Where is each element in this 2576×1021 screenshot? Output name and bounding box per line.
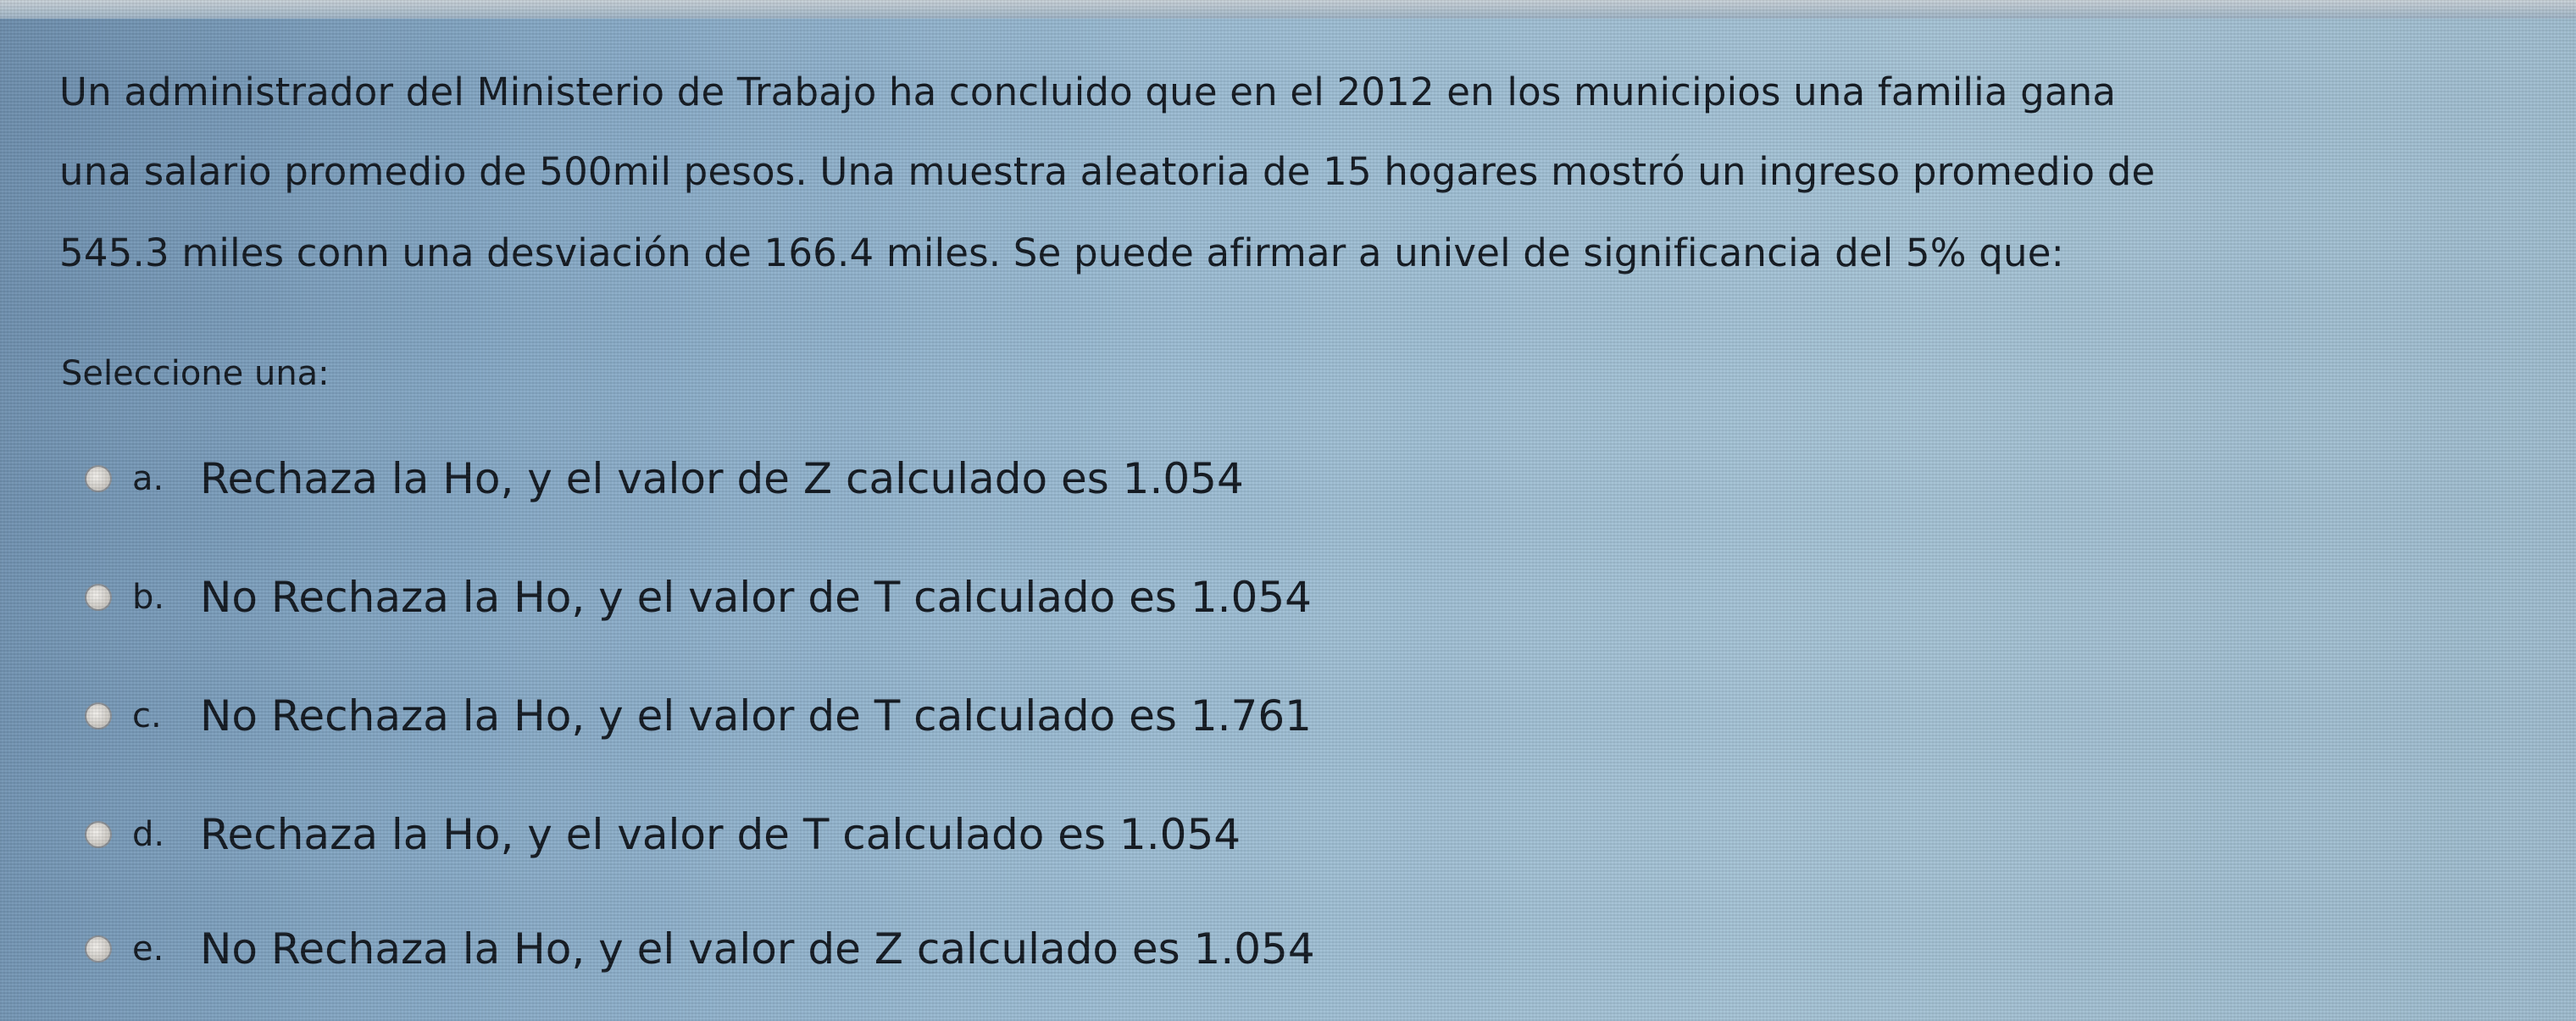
option-text[interactable]: Rechaza la Ho, y el valor de Z calculado… (200, 454, 1244, 503)
radio-button[interactable] (85, 465, 112, 492)
radio-button[interactable] (85, 584, 112, 611)
screen-top-edge (0, 0, 2576, 19)
option-text[interactable]: No Rechaza la Ho, y el valor de T calcul… (200, 691, 1312, 741)
question-line: Un administrador del Ministerio de Traba… (59, 69, 2117, 114)
option-letter: d. (132, 815, 165, 854)
radio-button[interactable] (85, 702, 112, 730)
option-b[interactable]: b. No Rechaza la Ho, y el valor de T cal… (85, 572, 1312, 623)
select-one-prompt: Seleccione una: (61, 354, 330, 393)
option-text[interactable]: No Rechaza la Ho, y el valor de Z calcul… (200, 924, 1315, 974)
option-letter: e. (132, 929, 164, 968)
radio-button[interactable] (85, 935, 112, 963)
option-text[interactable]: No Rechaza la Ho, y el valor de T calcul… (200, 573, 1312, 622)
option-e[interactable]: e. No Rechaza la Ho, y el valor de Z cal… (85, 924, 1315, 974)
option-a[interactable]: a. Rechaza la Ho, y el valor de Z calcul… (85, 453, 1244, 504)
option-d[interactable]: d. Rechaza la Ho, y el valor de T calcul… (85, 809, 1241, 860)
question-line: 545.3 miles conn una desviación de 166.4… (59, 230, 2064, 275)
option-c[interactable]: c. No Rechaza la Ho, y el valor de T cal… (85, 691, 1312, 741)
option-text[interactable]: Rechaza la Ho, y el valor de T calculado… (200, 810, 1241, 859)
option-letter: c. (132, 696, 162, 735)
radio-button[interactable] (85, 821, 112, 848)
question-line: una salario promedio de 500mil pesos. Un… (59, 149, 2156, 194)
option-letter: a. (132, 459, 164, 498)
option-letter: b. (132, 578, 165, 617)
